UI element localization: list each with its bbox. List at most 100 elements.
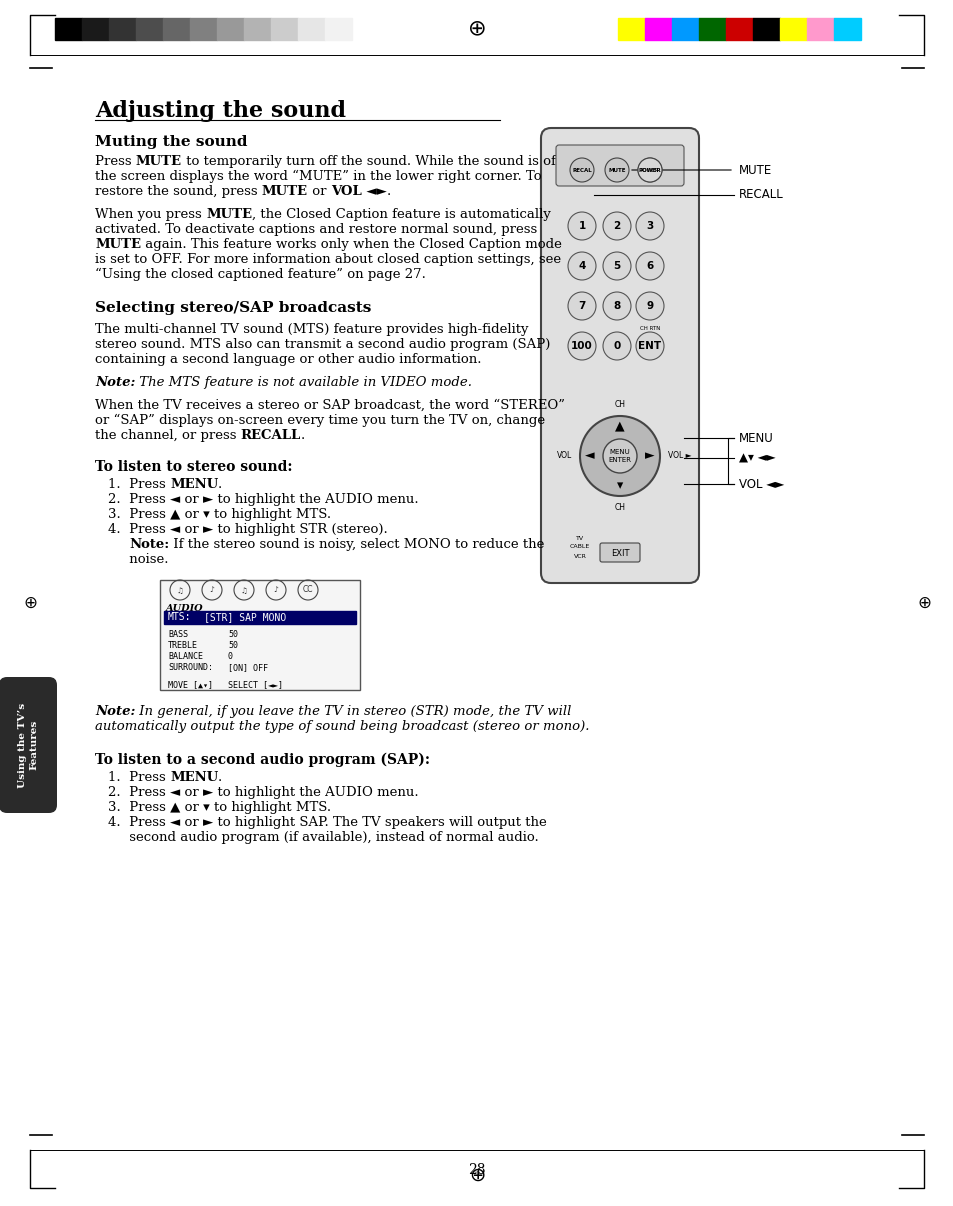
Text: 50: 50 [228,642,237,650]
Circle shape [638,158,661,182]
Text: CC: CC [302,585,313,595]
Text: containing a second language or other audio information.: containing a second language or other au… [95,353,481,365]
Circle shape [567,292,596,320]
Bar [780,18,806,40]
Circle shape [602,439,637,473]
Text: activated. To deactivate captions and restore normal sound, press: activated. To deactivate captions and re… [95,223,537,236]
Text: 4: 4 [578,260,585,271]
Bar [725,18,752,40]
Bar [297,18,325,40]
Text: ♫: ♫ [240,585,247,595]
Text: ⊕: ⊕ [916,595,930,611]
Bar [833,18,861,40]
Text: Note:: Note: [95,376,135,390]
Text: ⊕: ⊕ [468,1165,485,1184]
Circle shape [567,252,596,280]
Text: 28: 28 [468,1163,485,1177]
Circle shape [602,252,630,280]
Text: noise.: noise. [108,554,169,566]
Text: 7: 7 [578,302,585,311]
Circle shape [567,332,596,361]
Circle shape [567,212,596,240]
Text: Selecting stereo/SAP broadcasts: Selecting stereo/SAP broadcasts [95,302,371,315]
Circle shape [579,416,659,496]
Text: 3.  Press ▲ or ▾ to highlight MTS.: 3. Press ▲ or ▾ to highlight MTS. [108,801,331,814]
Text: 100: 100 [571,341,592,351]
Text: MUTE: MUTE [135,156,182,168]
Text: EXIT: EXIT [610,549,629,557]
Text: RECAL: RECAL [572,168,591,172]
Circle shape [636,332,663,361]
Text: CH: CH [614,400,625,409]
Circle shape [636,292,663,320]
Text: MENU: MENU [170,478,218,491]
Text: 2.  Press ◄ or ► to highlight the AUDIO menu.: 2. Press ◄ or ► to highlight the AUDIO m… [108,786,418,800]
Text: ⊕: ⊕ [467,18,486,39]
Text: 3: 3 [646,221,653,232]
FancyBboxPatch shape [540,128,699,582]
Text: 50: 50 [228,630,237,639]
Text: the channel, or press: the channel, or press [95,429,240,443]
Bar [109,18,136,40]
Text: RECALL: RECALL [240,429,301,443]
Text: ▾: ▾ [617,480,622,492]
Text: MTS:: MTS: [168,613,192,622]
Text: POWER: POWER [638,168,660,172]
Bar [244,18,271,40]
Circle shape [636,212,663,240]
Bar [325,18,352,40]
Bar [618,18,644,40]
Text: Muting the sound: Muting the sound [95,135,247,150]
Text: ♪: ♪ [210,585,214,595]
Text: Press: Press [95,156,135,168]
Text: to temporarily turn off the sound. While the sound is off,: to temporarily turn off the sound. While… [182,156,563,168]
Text: TREBLE: TREBLE [168,642,198,650]
Text: When you press: When you press [95,207,206,221]
Text: VOL ◄►: VOL ◄► [739,478,783,491]
Bar [216,18,244,40]
Text: ♪: ♪ [274,585,278,595]
Text: 2.  Press ◄ or ► to highlight the AUDIO menu.: 2. Press ◄ or ► to highlight the AUDIO m… [108,493,418,507]
FancyBboxPatch shape [160,580,359,690]
Text: 1.  Press: 1. Press [108,478,170,491]
Text: CH: CH [614,503,625,513]
Text: BASS: BASS [168,630,188,639]
Text: MOVE [▲▾]   SELECT [◄►]: MOVE [▲▾] SELECT [◄►] [168,680,283,689]
Text: [STR] SAP MONO: [STR] SAP MONO [204,613,286,622]
Bar [644,18,671,40]
Text: 6: 6 [646,260,653,271]
Text: 9: 9 [646,302,653,311]
Circle shape [636,252,663,280]
Text: , the Closed Caption feature is automatically: , the Closed Caption feature is automati… [252,207,550,221]
Text: MUTE: MUTE [206,207,252,221]
FancyBboxPatch shape [0,677,57,813]
Text: MENU: MENU [739,432,773,445]
Text: Adjusting the sound: Adjusting the sound [95,100,346,122]
Text: AUDIO: AUDIO [166,604,203,613]
Bar [806,18,833,40]
Text: To listen to stereo sound:: To listen to stereo sound: [95,459,293,474]
Text: MUTE: MUTE [262,185,308,198]
Text: VOL ►: VOL ► [667,451,691,461]
Circle shape [602,292,630,320]
Text: MUTE: MUTE [608,168,625,172]
Text: again. This feature works only when the Closed Caption mode: again. This feature works only when the … [141,238,561,251]
Text: To listen to a second audio program (SAP):: To listen to a second audio program (SAP… [95,753,430,767]
Text: .: . [386,185,391,198]
Text: second audio program (if available), instead of normal audio.: second audio program (if available), ins… [108,831,538,844]
Text: VCR: VCR [573,554,586,558]
Circle shape [602,332,630,361]
Text: VOL: VOL [557,451,572,461]
Text: Using the TV’s
Features: Using the TV’s Features [17,702,38,788]
Text: “Using the closed captioned feature” on page 27.: “Using the closed captioned feature” on … [95,268,425,281]
Text: ▲: ▲ [615,420,624,433]
Text: 5: 5 [613,260,620,271]
Bar [55,18,82,40]
Text: The multi-channel TV sound (MTS) feature provides high-fidelity: The multi-channel TV sound (MTS) feature… [95,323,528,336]
Text: automatically output the type of sound being broadcast (stereo or mono).: automatically output the type of sound b… [95,720,589,733]
Text: Note:: Note: [95,706,135,718]
Text: .: . [218,478,222,491]
Text: POWER: POWER [640,168,659,172]
FancyBboxPatch shape [556,145,683,186]
Text: 1: 1 [578,221,585,232]
